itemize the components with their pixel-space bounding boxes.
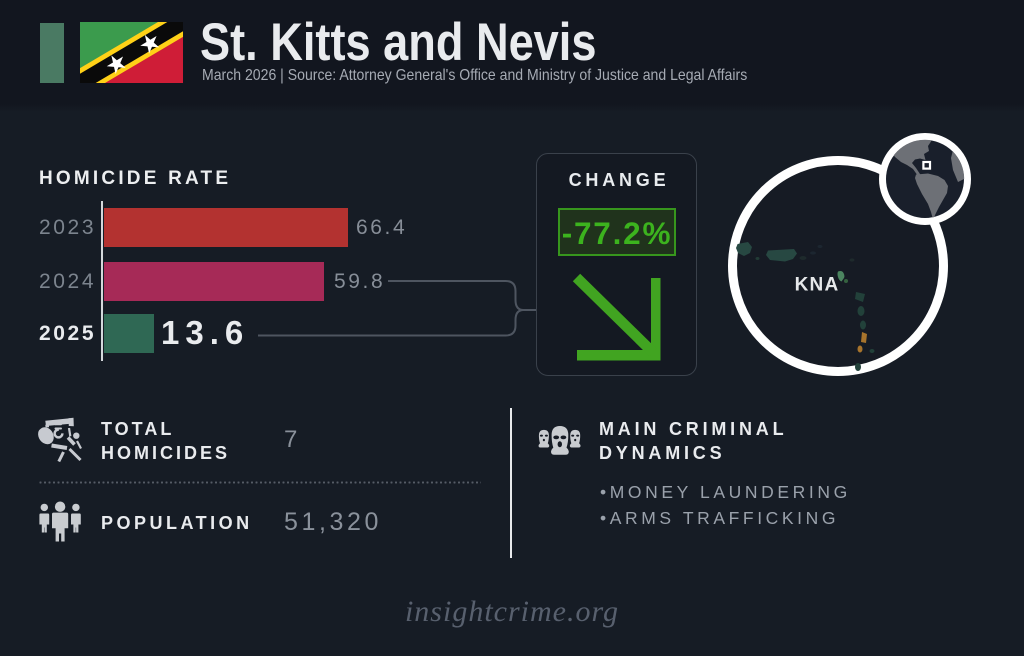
svg-text:KNA: KNA	[795, 275, 840, 296]
